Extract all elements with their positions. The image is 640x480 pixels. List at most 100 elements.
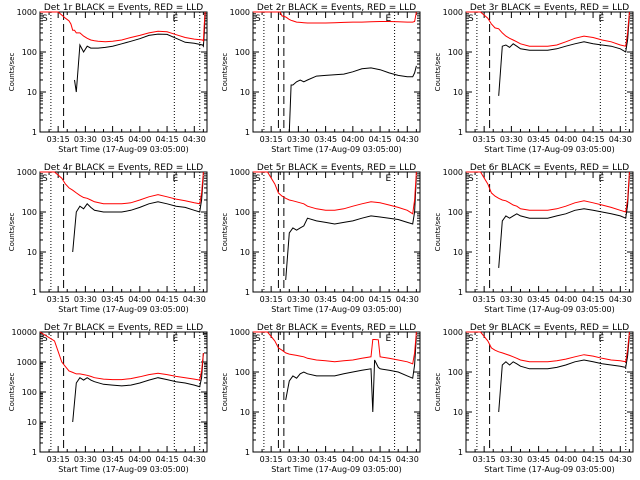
- x-tick-label: 03:30: [74, 295, 97, 304]
- y-tick-label: 100: [22, 208, 37, 217]
- y-tick-label: 1000: [443, 8, 463, 17]
- y-tick-label: 100: [235, 48, 250, 57]
- y-tick-label: 10: [240, 88, 250, 97]
- y-axis-label: Counts/sec: [434, 53, 442, 92]
- events-series-line: [74, 11, 206, 93]
- x-tick-label: 04:15: [156, 295, 179, 304]
- x-tick-label: 03:15: [47, 135, 70, 144]
- x-tick-label: 04:15: [156, 135, 179, 144]
- lld-series-line: [253, 11, 417, 24]
- y-tick-label: 10: [240, 248, 250, 257]
- x-tick-label: 04:00: [128, 295, 151, 304]
- detector-panel-1: Det 1r BLACK = Events, RED = LLD 1 10 100 10…: [8, 3, 208, 154]
- detector-panel-6: Det 6r BLACK = Events, RED = LLD 1 10 100 10…: [434, 163, 634, 314]
- y-tick-label: 1: [245, 128, 250, 137]
- lld-series-line: [466, 11, 630, 47]
- x-axis-label: Start Time (17-Aug-09 03:05:00): [58, 305, 189, 314]
- x-tick-label: 04:15: [582, 455, 605, 464]
- y-tick-label: 1: [458, 448, 463, 457]
- x-tick-label: 04:00: [341, 295, 364, 304]
- x-tick-label: 04:00: [128, 455, 151, 464]
- x-tick-label: 03:45: [314, 455, 337, 464]
- marker-s: S: [255, 334, 261, 344]
- events-series-line: [72, 352, 204, 423]
- events-series-line: [498, 335, 630, 413]
- y-axis-label: Counts/sec: [221, 213, 229, 252]
- lld-series-line: [253, 331, 417, 365]
- lld-series-line: [40, 171, 204, 205]
- y-tick-label: 1000: [17, 358, 37, 367]
- x-tick-label: 04:30: [609, 295, 632, 304]
- plot-frame: [465, 331, 634, 453]
- x-tick-label: 04:30: [609, 455, 632, 464]
- x-tick-label: 04:15: [582, 295, 605, 304]
- x-tick-label: 03:45: [101, 135, 124, 144]
- marker-e: E: [173, 14, 179, 24]
- x-tick-label: 03:45: [101, 455, 124, 464]
- y-axis-label: Counts/sec: [8, 373, 16, 412]
- plot-frame: [465, 171, 634, 293]
- x-tick-label: 03:15: [47, 295, 70, 304]
- y-tick-label: 100: [448, 48, 463, 57]
- y-axis-label: Counts/sec: [221, 53, 229, 92]
- panel-title: Det 5r BLACK = Events, RED = LLD: [257, 163, 416, 173]
- y-tick-label: 1: [32, 448, 37, 457]
- x-tick-label: 04:00: [128, 135, 151, 144]
- x-tick-label: 03:15: [260, 455, 283, 464]
- x-tick-label: 04:00: [554, 455, 577, 464]
- x-tick-label: 04:30: [396, 135, 419, 144]
- plot-frame: [39, 171, 208, 293]
- y-tick-label: 1: [32, 288, 37, 297]
- detector-panel-9: Det 9r BLACK = Events, RED = LLD 1 10 100 10…: [434, 323, 634, 474]
- marker-e: E: [599, 334, 605, 344]
- x-tick-label: 03:45: [314, 135, 337, 144]
- y-tick-label: 1000: [230, 328, 250, 337]
- marker-e: E: [599, 174, 605, 184]
- y-tick-label: 1000: [230, 168, 250, 177]
- y-tick-label: 100: [448, 208, 463, 217]
- y-tick-label: 10: [453, 248, 463, 257]
- y-tick-label: 10: [453, 408, 463, 417]
- panel-title: Det 2r BLACK = Events, RED = LLD: [257, 3, 416, 13]
- panel-title: Det 1r BLACK = Events, RED = LLD: [44, 3, 203, 13]
- lld-series-line: [466, 331, 630, 363]
- x-axis-label: Start Time (17-Aug-09 03:05:00): [271, 465, 402, 474]
- x-tick-label: 03:15: [473, 455, 496, 464]
- x-tick-label: 03:45: [527, 135, 550, 144]
- detector-panel-5: Det 5r BLACK = Events, RED = LLD 1 10 100 10…: [221, 163, 421, 314]
- marker-e: E: [386, 334, 392, 344]
- y-tick-label: 100: [22, 48, 37, 57]
- plot-frame: [252, 171, 421, 293]
- x-tick-label: 04:15: [156, 455, 179, 464]
- x-tick-label: 03:15: [473, 295, 496, 304]
- x-tick-label: 04:15: [582, 135, 605, 144]
- marker-s: S: [42, 174, 48, 184]
- x-tick-label: 04:15: [369, 135, 392, 144]
- detector-panel-7: Det 7r BLACK = Events, RED = LLD 1 10 100 10…: [8, 323, 208, 474]
- panel-title: Det 7r BLACK = Events, RED = LLD: [44, 323, 203, 333]
- detector-panel-2: Det 2r BLACK = Events, RED = LLD 1 10 100 10…: [221, 3, 421, 154]
- marker-s: S: [42, 14, 48, 24]
- y-tick-label: 10: [453, 88, 463, 97]
- detector-panel-3: Det 3r BLACK = Events, RED = LLD 1 10 100 10…: [434, 3, 634, 154]
- marker-s: S: [468, 334, 474, 344]
- x-tick-label: 04:00: [341, 135, 364, 144]
- y-tick-label: 10: [27, 88, 37, 97]
- x-axis-label: Start Time (17-Aug-09 03:05:00): [484, 465, 615, 474]
- x-axis-label: Start Time (17-Aug-09 03:05:00): [58, 465, 189, 474]
- y-tick-label: 1000: [230, 8, 250, 17]
- y-tick-label: 1000: [17, 8, 37, 17]
- x-tick-label: 04:00: [554, 295, 577, 304]
- panel-title: Det 4r BLACK = Events, RED = LLD: [44, 163, 203, 173]
- x-tick-label: 03:30: [500, 135, 523, 144]
- marker-e: E: [386, 14, 392, 24]
- events-series-line: [72, 175, 204, 253]
- lld-series-line: [253, 171, 417, 215]
- plot-frame: [39, 331, 208, 453]
- x-tick-label: 04:30: [609, 135, 632, 144]
- x-axis-label: Start Time (17-Aug-09 03:05:00): [271, 145, 402, 154]
- x-tick-label: 04:30: [396, 455, 419, 464]
- x-tick-label: 03:15: [260, 135, 283, 144]
- y-tick-label: 1: [245, 288, 250, 297]
